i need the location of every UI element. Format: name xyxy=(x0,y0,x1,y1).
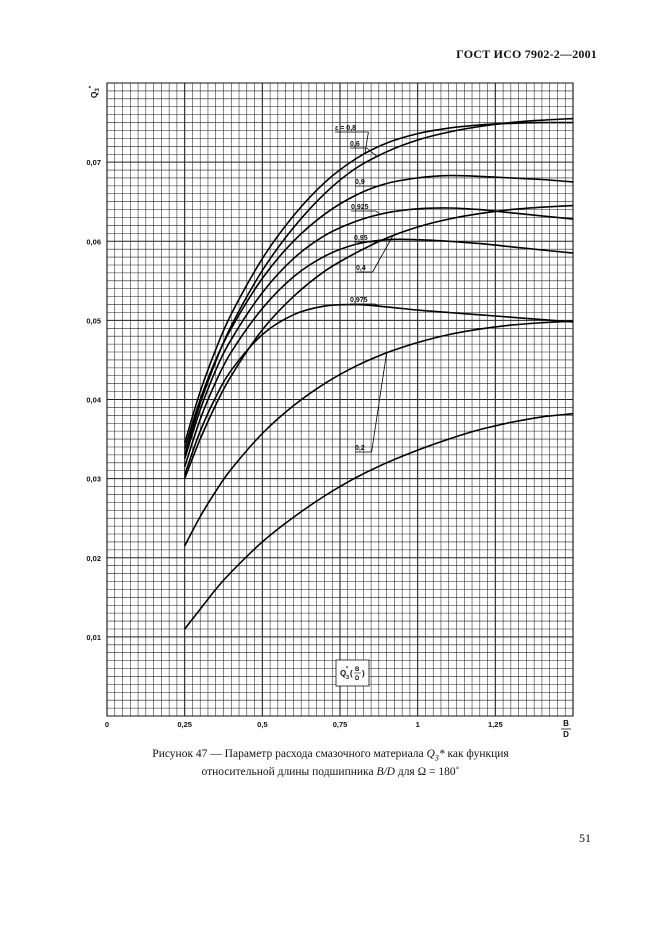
x-tick-label: 0 xyxy=(105,720,109,729)
y-tick-label: 0,06 xyxy=(86,237,101,246)
series-label-2: 0,9 xyxy=(355,179,365,186)
page-number: 51 xyxy=(579,831,591,845)
chart-curves xyxy=(183,117,574,630)
series-line-8 xyxy=(184,412,574,630)
series-line-6 xyxy=(183,303,574,475)
inset-label: Q * 3 ( B D ) xyxy=(335,659,370,687)
caption-line2-suffix: для Ω = 180˚ xyxy=(397,766,460,779)
series-line-5 xyxy=(183,204,574,479)
series-line-7 xyxy=(183,320,574,547)
svg-text:(: ( xyxy=(350,669,353,678)
caption-line1-prefix: Рисунок 47 — Параметр расхода смазочного… xyxy=(152,748,424,760)
series-label-6: 0,975 xyxy=(350,297,368,304)
x-tick-labels: 0 0,25 0,5 0,75 1 1,25 xyxy=(105,720,503,729)
series-line-2 xyxy=(183,174,574,449)
caption-line-2: относительной длины подшипника B/D для Ω… xyxy=(0,765,661,780)
plot-frame xyxy=(106,82,574,717)
series-label-7: 0,2 xyxy=(355,445,365,452)
y-tick-label: 0,03 xyxy=(86,475,101,484)
y-axis-label-main: Q xyxy=(89,91,99,98)
series-leader-7 xyxy=(371,352,387,453)
y-tick-label: 0,01 xyxy=(86,633,101,642)
x-tick-label: 1,25 xyxy=(488,720,503,729)
x-tick-label: 0,75 xyxy=(333,720,348,729)
series-label-0: ε = 0,8 xyxy=(335,125,356,132)
y-tick-label: 0,05 xyxy=(86,316,101,325)
svg-text:Q: Q xyxy=(340,669,346,678)
series-leader-5 xyxy=(372,235,394,273)
series-leader-6 xyxy=(374,303,381,307)
series-leader-3 xyxy=(375,210,381,215)
svg-text:B: B xyxy=(355,667,360,673)
y-tick-label: 0,04 xyxy=(86,396,101,405)
x-axis-label: B D xyxy=(561,719,571,739)
svg-text:D: D xyxy=(355,676,360,682)
series-label-4: 0,95 xyxy=(354,235,368,242)
figure-caption: Рисунок 47 — Параметр расхода смазочного… xyxy=(0,747,661,780)
svg-text:*: * xyxy=(346,666,349,672)
series-line-3 xyxy=(183,207,574,460)
y-tick-label: 0,07 xyxy=(86,158,101,167)
series-leader-1 xyxy=(366,147,378,158)
svg-text:Q3*: Q3* xyxy=(89,85,101,98)
series-label-5: 0,4 xyxy=(356,265,366,272)
svg-text:): ) xyxy=(362,669,365,678)
y-tick-label: 0,02 xyxy=(86,554,101,563)
series-label-1: 0,6 xyxy=(350,141,360,148)
caption-line1-suffix: как функция xyxy=(447,748,509,760)
caption-line-1: Рисунок 47 — Параметр расхода смазочного… xyxy=(0,747,661,765)
svg-text:B: B xyxy=(563,719,569,728)
y-tick-labels: 0,01 0,02 0,03 0,04 0,05 0,06 0,07 xyxy=(86,158,101,642)
caption-symbol-bd: B/D xyxy=(376,766,395,779)
document-header: ГОСТ ИСО 7902-2—2001 xyxy=(456,47,597,61)
series-leader-4 xyxy=(374,240,381,243)
series-label-3: 0,925 xyxy=(351,204,369,211)
svg-text:D: D xyxy=(563,730,569,739)
series-line-4 xyxy=(183,238,574,468)
x-tick-label: 0,25 xyxy=(177,720,192,729)
svg-text:3: 3 xyxy=(346,675,349,681)
series-leader-0 xyxy=(364,131,369,155)
x-tick-label: 0,5 xyxy=(257,720,267,729)
caption-symbol: Q3* xyxy=(426,748,445,763)
curve-label-leaders: ε = 0,8 0,6 0,9 0,925 0,95 0,4 0,975 0,2 xyxy=(335,125,394,453)
x-tick-label: 1 xyxy=(416,720,420,729)
y-axis-label: Q3* xyxy=(89,85,101,98)
caption-line2-prefix: относительной длины подшипника xyxy=(201,766,374,779)
